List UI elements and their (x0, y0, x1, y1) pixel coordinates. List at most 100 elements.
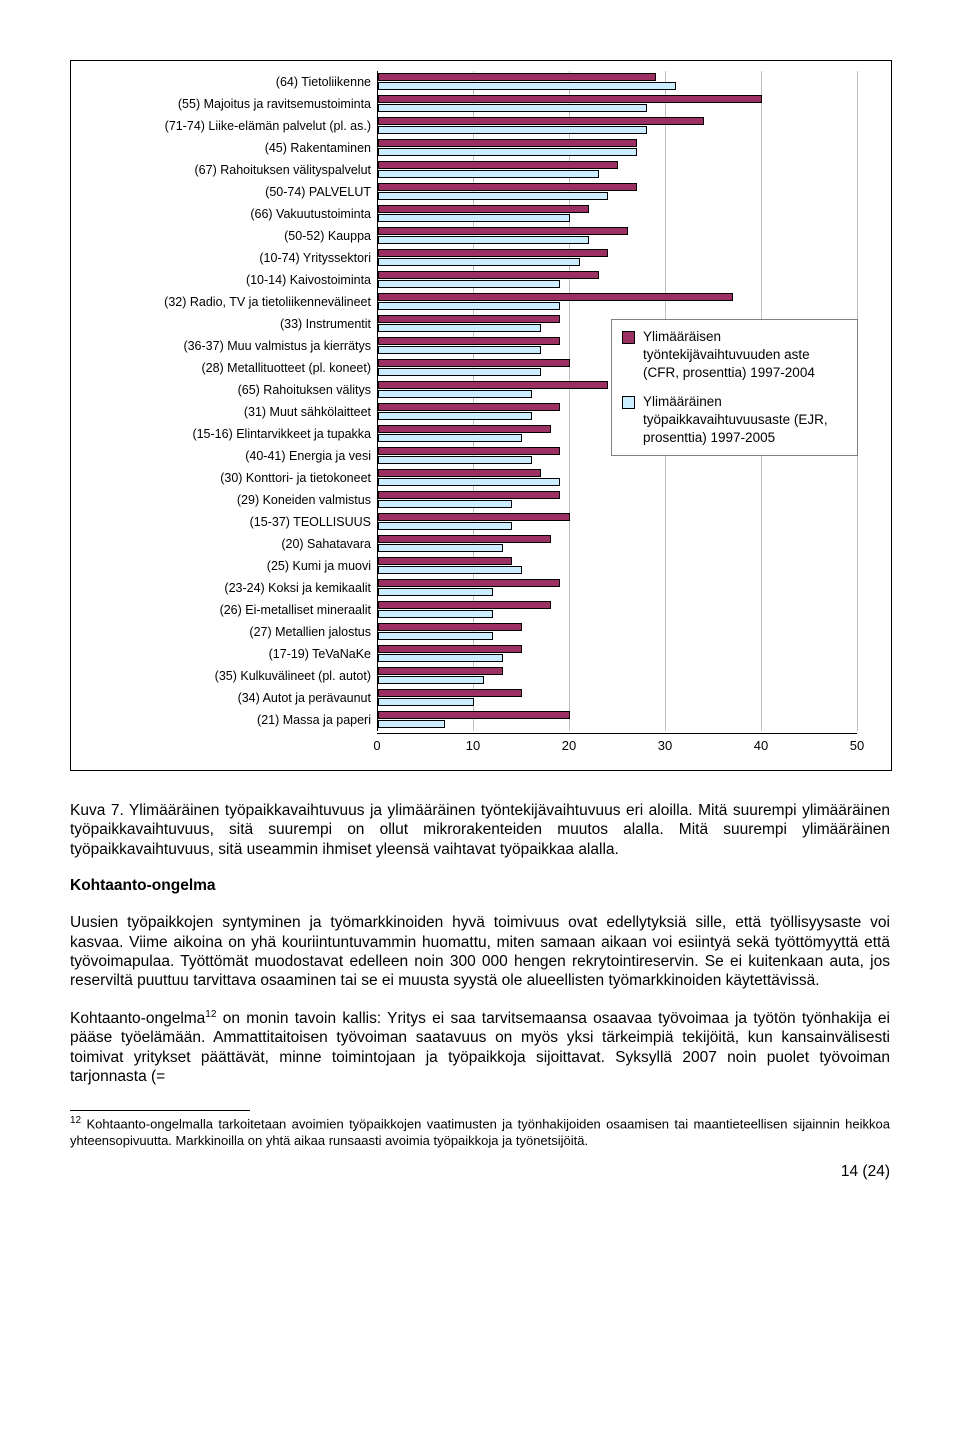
bar-cfr (378, 73, 656, 81)
footnote-rule (70, 1110, 250, 1111)
chart-row: (29) Koneiden valmistus (81, 489, 881, 511)
bar-cfr (378, 117, 704, 125)
bar-cfr (378, 205, 589, 213)
chart-row-label: (33) Instrumentit (81, 313, 377, 335)
bar-cfr (378, 227, 628, 235)
chart-row-label: (15-16) Elintarvikkeet ja tupakka (81, 423, 377, 445)
chart-row-bars (377, 643, 858, 665)
bar-cfr (378, 381, 608, 389)
chart-row: (23-24) Koksi ja kemikaalit (81, 577, 881, 599)
bar-cfr (378, 689, 522, 697)
chart-row: (15-37) TEOLLISUUS (81, 511, 881, 533)
bar-cfr (378, 491, 560, 499)
bar-cfr (378, 557, 512, 565)
chart-row-label: (34) Autot ja perävaunut (81, 687, 377, 709)
bar-cfr (378, 711, 570, 719)
bar-ejr (378, 82, 676, 90)
chart-row-label: (10-74) Yrityssektori (81, 247, 377, 269)
chart-row: (25) Kumi ja muovi (81, 555, 881, 577)
bar-ejr (378, 390, 532, 398)
chart-row: (10-14) Kaivostoiminta (81, 269, 881, 291)
page-number: 14 (24) (70, 1163, 890, 1181)
chart-row-label: (71-74) Liike-elämän palvelut (pl. as.) (81, 115, 377, 137)
chart-row-bars (377, 621, 858, 643)
bar-cfr (378, 161, 618, 169)
bar-ejr (378, 566, 522, 574)
bar-cfr (378, 645, 522, 653)
chart-row: (21) Massa ja paperi (81, 709, 881, 731)
bar-ejr (378, 544, 503, 552)
bar-cfr (378, 403, 560, 411)
chart-row-bars (377, 71, 858, 93)
chart-row: (20) Sahatavara (81, 533, 881, 555)
chart-row-label: (25) Kumi ja muovi (81, 555, 377, 577)
chart-row: (27) Metallien jalostus (81, 621, 881, 643)
bar-ejr (378, 522, 512, 530)
bar-ejr (378, 720, 445, 728)
bar-ejr (378, 368, 541, 376)
chart-x-axis: 01020304050 (377, 733, 857, 756)
bar-cfr (378, 513, 570, 521)
bar-ejr (378, 412, 532, 420)
chart-row: (26) Ei-metalliset mineraalit (81, 599, 881, 621)
bar-cfr (378, 249, 608, 257)
bar-cfr (378, 425, 551, 433)
chart-row-bars (377, 555, 858, 577)
bar-cfr (378, 139, 637, 147)
chart-row: (10-74) Yrityssektori (81, 247, 881, 269)
chart-row-label: (35) Kulkuvälineet (pl. autot) (81, 665, 377, 687)
chart-row-bars (377, 247, 858, 269)
bar-cfr (378, 469, 541, 477)
bar-ejr (378, 170, 599, 178)
chart-row-bars (377, 709, 858, 731)
chart-row-label: (40-41) Energia ja vesi (81, 445, 377, 467)
chart-row-bars (377, 225, 858, 247)
chart-row-label: (31) Muut sähkölaitteet (81, 401, 377, 423)
bar-ejr (378, 192, 608, 200)
legend-swatch (622, 396, 635, 409)
chart-row-bars (377, 489, 858, 511)
chart-row-bars (377, 137, 858, 159)
x-tick: 30 (658, 738, 672, 753)
chart-row-label: (64) Tietoliikenne (81, 71, 377, 93)
bar-ejr (378, 236, 589, 244)
chart-row: (66) Vakuutustoiminta (81, 203, 881, 225)
legend-text: Ylimääräinen työpaikkavaihtuvuusaste (EJ… (643, 393, 847, 448)
bar-ejr (378, 104, 647, 112)
chart-row-bars (377, 93, 858, 115)
bar-ejr (378, 478, 560, 486)
chart-row-bars (377, 115, 858, 137)
bar-cfr (378, 359, 570, 367)
chart-row: (55) Majoitus ja ravitsemustoiminta (81, 93, 881, 115)
chart-row-bars (377, 269, 858, 291)
bar-cfr (378, 535, 551, 543)
chart-row: (50-74) PALVELUT (81, 181, 881, 203)
chart-row-bars (377, 599, 858, 621)
chart-row-bars (377, 181, 858, 203)
legend-item: Ylimääräisen työntekijävaihtuvuuden aste… (622, 328, 847, 383)
bar-cfr (378, 293, 733, 301)
chart-row: (30) Konttori- ja tietokoneet (81, 467, 881, 489)
bar-cfr (378, 667, 503, 675)
chart-row-bars (377, 467, 858, 489)
x-tick: 40 (754, 738, 768, 753)
bar-cfr (378, 623, 522, 631)
chart-row-bars (377, 291, 858, 313)
footnote-text: Kohtaanto-ongelmalla tarkoitetaan avoimi… (70, 1117, 890, 1148)
chart-row-label: (27) Metallien jalostus (81, 621, 377, 643)
bar-ejr (378, 126, 647, 134)
bar-cfr (378, 337, 560, 345)
chart-row-label: (30) Konttori- ja tietokoneet (81, 467, 377, 489)
figure-caption: Kuva 7. Ylimääräinen työpaikkavaihtuvuus… (70, 801, 890, 859)
bar-cfr (378, 579, 560, 587)
chart-row-label: (45) Rakentaminen (81, 137, 377, 159)
bar-ejr (378, 434, 522, 442)
chart-row-bars (377, 533, 858, 555)
chart-row: (17-19) TeVaNaKe (81, 643, 881, 665)
chart-row-label: (67) Rahoituksen välityspalvelut (81, 159, 377, 181)
chart-row-label: (10-14) Kaivostoiminta (81, 269, 377, 291)
chart-row-label: (26) Ei-metalliset mineraalit (81, 599, 377, 621)
chart-row: (64) Tietoliikenne (81, 71, 881, 93)
bar-ejr (378, 148, 637, 156)
body-para-1: Uusien työpaikkojen syntyminen ja työmar… (70, 913, 890, 991)
